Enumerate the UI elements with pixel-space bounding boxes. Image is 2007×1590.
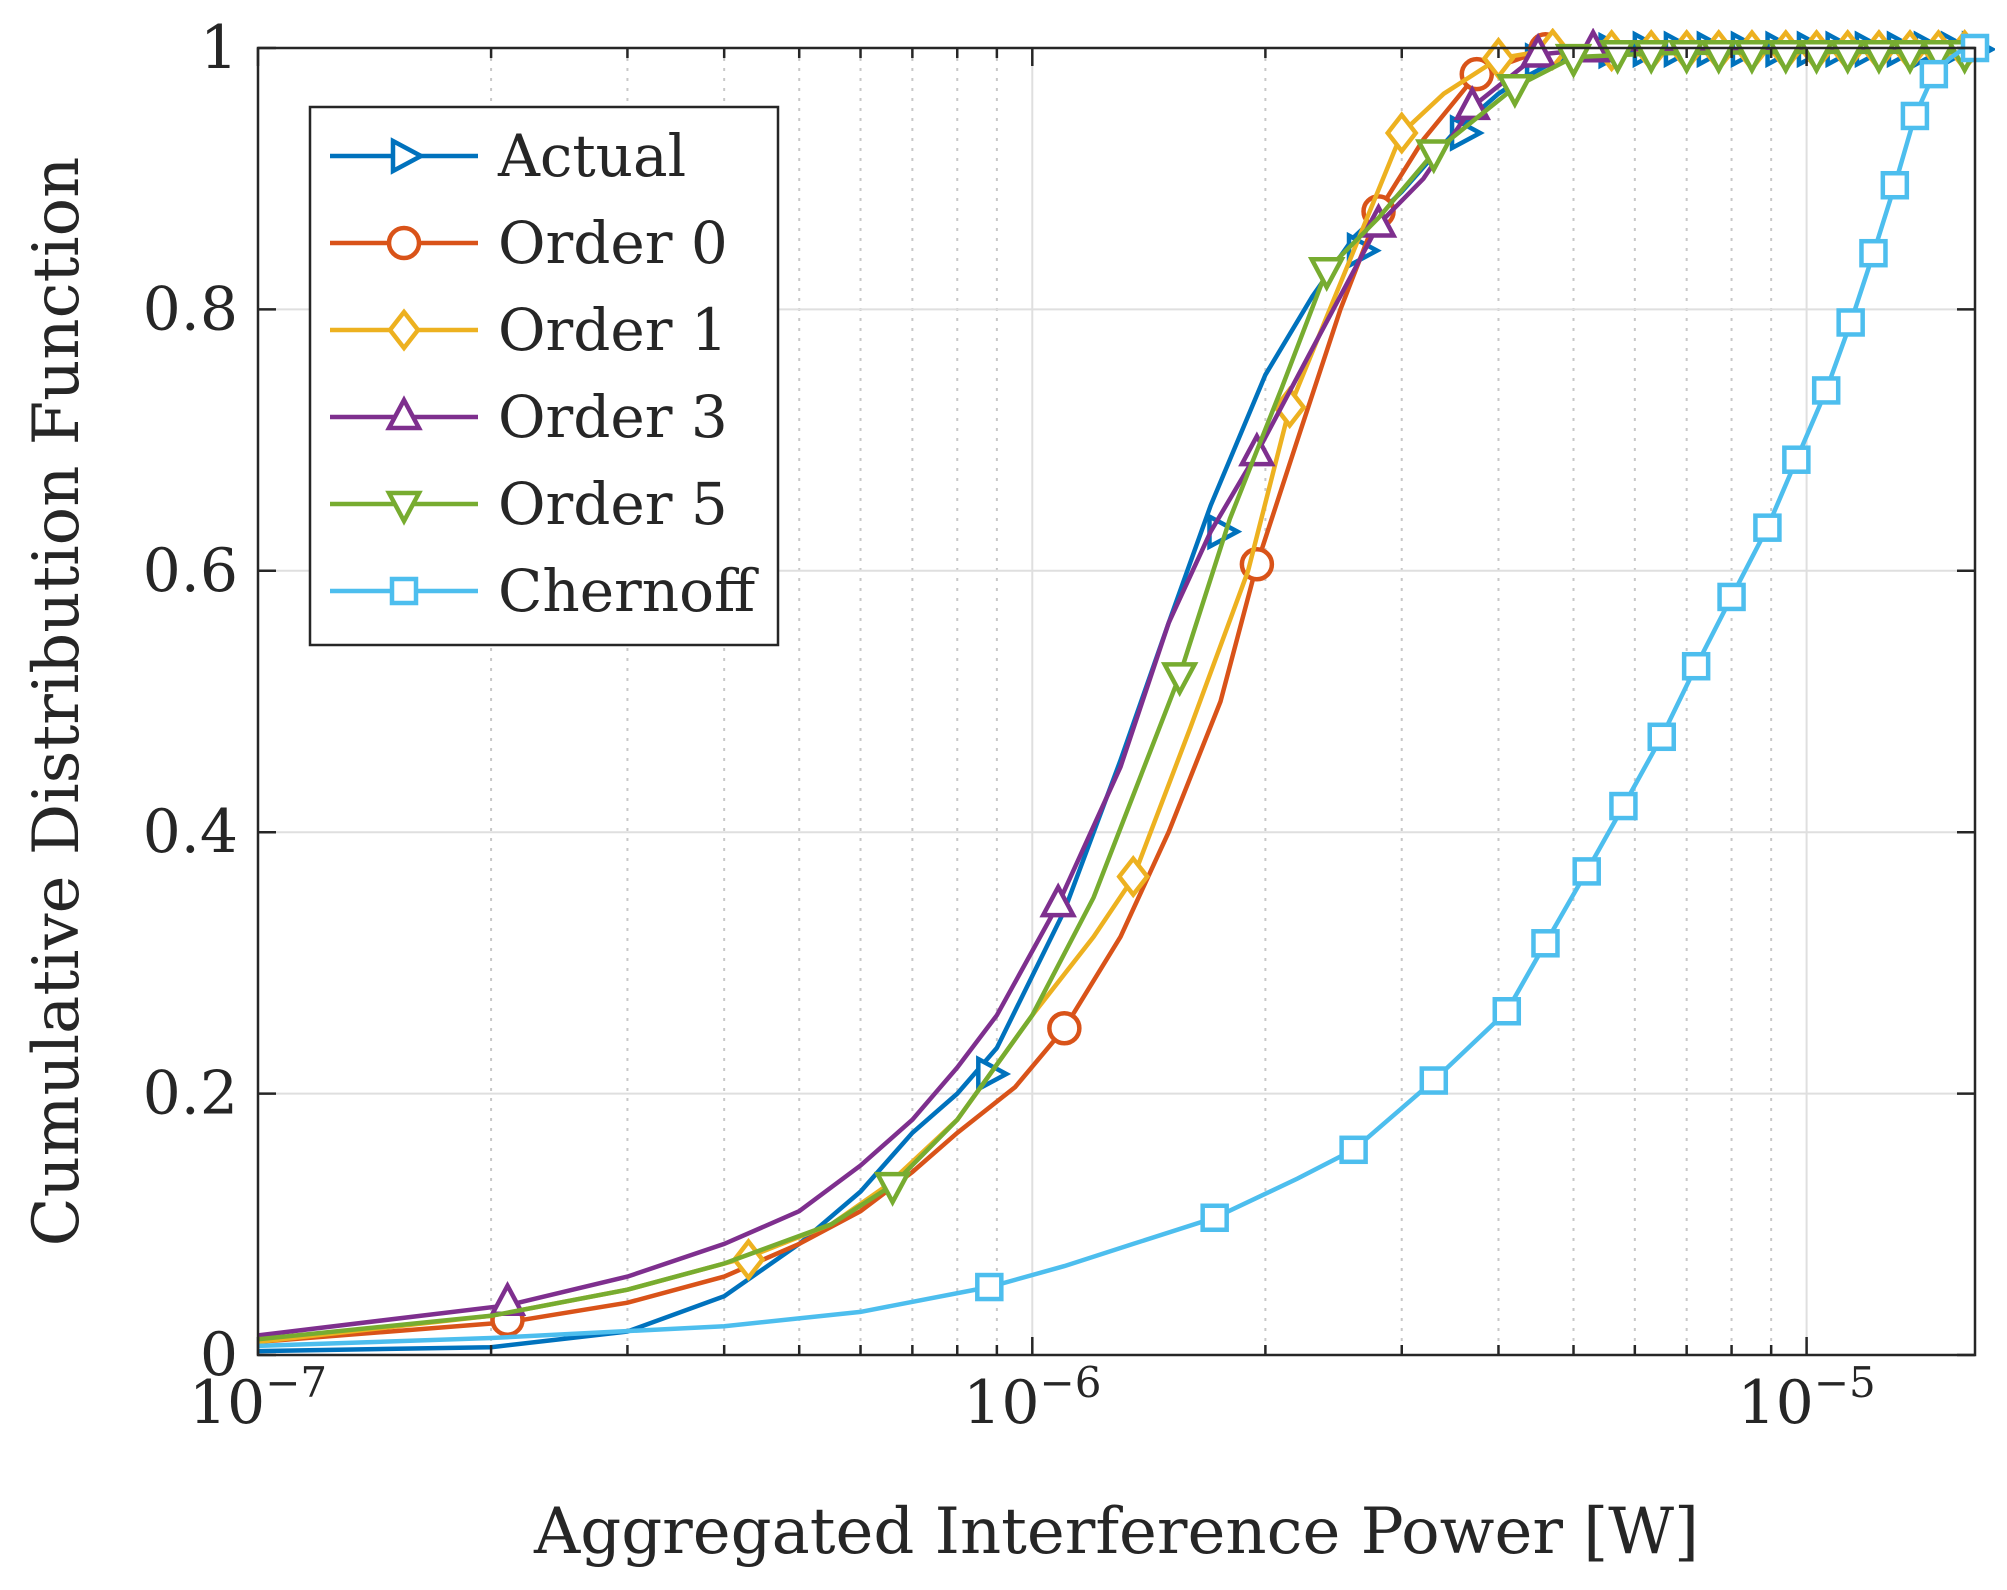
legend-item-order-0: Order 0 bbox=[330, 209, 728, 277]
legend-label: Actual bbox=[497, 122, 686, 190]
data-point-chernoff bbox=[1782, 445, 1811, 474]
series-layer bbox=[258, 28, 1995, 1354]
y-tick-label: 0.4 bbox=[143, 797, 238, 867]
legend-marker bbox=[387, 308, 421, 352]
data-point-chernoff bbox=[1836, 308, 1865, 337]
tick-labels: 10−7 10−6 10−5 0 0.2 0.4 0.6 0.8 1 bbox=[143, 13, 1876, 1438]
y-tick-label: 0.8 bbox=[143, 274, 238, 344]
x-axis-label: Aggregated Interference Power [W] bbox=[533, 1495, 1699, 1569]
legend-marker bbox=[390, 137, 426, 175]
data-point-chernoff bbox=[1811, 376, 1841, 405]
data-point-order-5 bbox=[1160, 662, 1199, 698]
data-point-order-5 bbox=[1415, 139, 1453, 175]
y-tick-label: 0.2 bbox=[143, 1059, 238, 1129]
y-tick-label: 1 bbox=[200, 13, 238, 83]
axis-ticks bbox=[256, 46, 1975, 1357]
plot-area-frame bbox=[256, 46, 1977, 1357]
legend-marker bbox=[385, 395, 423, 431]
series-line-order-3 bbox=[258, 47, 1975, 1338]
data-point-chernoff bbox=[1753, 513, 1782, 542]
data-point-chernoff bbox=[1717, 582, 1746, 612]
series-line-order-5 bbox=[258, 49, 1975, 1342]
legend-item-order-3: Order 3 bbox=[330, 383, 728, 451]
data-point-chernoff bbox=[1681, 651, 1711, 681]
data-point-chernoff bbox=[1859, 238, 1888, 268]
data-point-order-3 bbox=[1519, 32, 1557, 68]
legend-box bbox=[308, 105, 780, 647]
x-tick-label: 10−7 bbox=[189, 1358, 327, 1438]
legend-label: Order 0 bbox=[498, 209, 728, 277]
data-point-order-1 bbox=[1116, 854, 1151, 899]
data-point-chernoff bbox=[1572, 857, 1601, 886]
data-point-order-1 bbox=[1272, 385, 1307, 430]
data-point-chernoff bbox=[1339, 1135, 1368, 1165]
legend-label: Chernoff bbox=[498, 557, 759, 625]
data-point-chernoff bbox=[1609, 791, 1638, 821]
data-point-chernoff bbox=[1419, 1066, 1449, 1095]
legend-item-actual: Actual bbox=[330, 122, 686, 190]
x-tick-label: 10−5 bbox=[1737, 1358, 1875, 1438]
data-point-order-5 bbox=[873, 1171, 912, 1207]
data-point-chernoff bbox=[1919, 59, 1949, 89]
y-tick-label: 0.6 bbox=[143, 536, 238, 606]
data-point-order-5 bbox=[1554, 43, 1593, 79]
legend-marker bbox=[385, 490, 423, 526]
data-point-chernoff bbox=[1200, 1203, 1229, 1233]
data-point-chernoff bbox=[1900, 101, 1930, 131]
data-point-chernoff bbox=[1880, 170, 1910, 200]
legend-marker bbox=[386, 225, 422, 261]
data-point-order-3 bbox=[1453, 85, 1492, 121]
y-axis-label: Cumulative Distribution Function bbox=[20, 157, 94, 1247]
data-point-chernoff bbox=[1492, 997, 1522, 1026]
legend-item-chernoff: Chernoff bbox=[330, 557, 759, 625]
data-point-order-3 bbox=[1039, 882, 1077, 918]
legend-marker bbox=[389, 576, 419, 606]
legend-item-order-5: Order 5 bbox=[330, 470, 728, 538]
y-tick-label: 0 bbox=[200, 1320, 238, 1390]
data-point-order-5 bbox=[1307, 256, 1346, 292]
data-point-order-5 bbox=[1496, 73, 1534, 109]
legend: Actual Order 0 Order 1 Order 3 Order 5 Cherno… bbox=[308, 105, 780, 647]
legend-label: Order 5 bbox=[498, 470, 728, 538]
legend-label: Order 1 bbox=[498, 296, 728, 364]
data-point-chernoff bbox=[1531, 929, 1560, 958]
data-point-chernoff bbox=[1647, 722, 1676, 752]
x-tick-label: 10−6 bbox=[963, 1358, 1101, 1438]
data-point-order-1 bbox=[1384, 111, 1419, 155]
series-chernoff bbox=[258, 33, 1990, 1349]
data-point-chernoff bbox=[975, 1272, 1004, 1302]
legend-item-order-1: Order 1 bbox=[330, 296, 728, 364]
data-point-order-0 bbox=[1047, 1011, 1082, 1046]
legend-label: Order 3 bbox=[498, 383, 728, 451]
